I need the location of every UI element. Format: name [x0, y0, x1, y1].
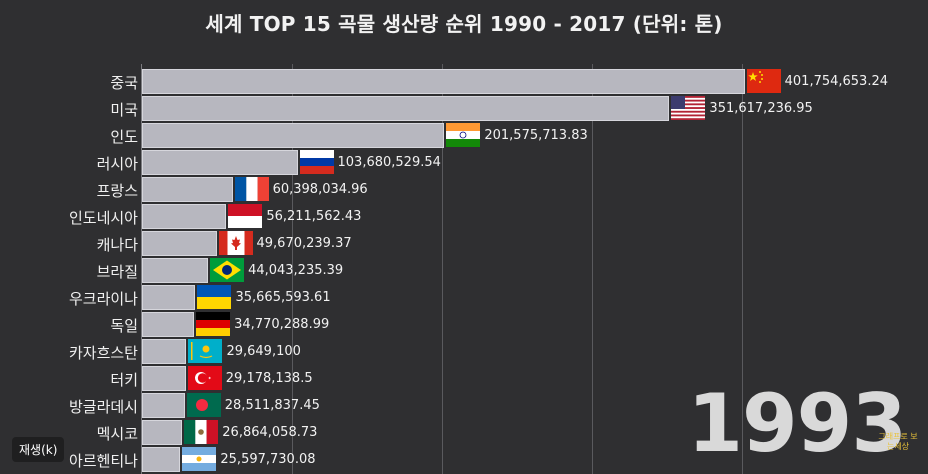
category-label: 프랑스: [96, 182, 138, 200]
canada-flag: [218, 231, 253, 255]
value-label: 103,680,529.54: [337, 155, 441, 170]
value-label: 351,617,236.95: [709, 101, 813, 116]
bar-row: 러시아 103,680,529.54: [0, 150, 928, 177]
bar: [142, 420, 183, 445]
category-label: 러시아: [96, 155, 138, 173]
bar: [142, 204, 227, 229]
value-label: 29,649,100: [226, 344, 301, 359]
argentina-flag: [182, 447, 217, 471]
value-label: 60,398,034.96: [272, 182, 368, 197]
bar: [142, 231, 217, 256]
bar-row: 우크라이나 35,665,593.61: [0, 285, 928, 312]
category-label: 미국: [110, 101, 138, 119]
grid-line: [742, 64, 743, 474]
china-flag: [746, 69, 781, 93]
value-label: 56,211,562.43: [266, 209, 362, 224]
russia-flag: [299, 150, 334, 174]
category-label: 캐나다: [96, 236, 138, 254]
bar: [142, 96, 670, 121]
bar: [142, 447, 181, 472]
category-label: 우크라이나: [68, 290, 138, 308]
bar: [142, 258, 209, 283]
ukraine-flag: [197, 285, 232, 309]
bar-row: 아르헨티나 25,597,730.08: [0, 447, 928, 474]
kazakhstan-flag: [188, 339, 223, 363]
value-label: 44,043,235.39: [248, 263, 344, 278]
value-label: 201,575,713.83: [484, 128, 588, 143]
bar: [142, 69, 745, 94]
france-flag: [234, 177, 269, 201]
bar-row: 독일 34,770,288.99: [0, 312, 928, 339]
y-axis-line: [141, 64, 142, 474]
value-label: 49,670,239.37: [256, 236, 352, 251]
category-label: 아르헨티나: [68, 452, 138, 470]
bar-row: 캐나다 49,670,239.37: [0, 231, 928, 258]
brazil-flag: [210, 258, 245, 282]
category-label: 방글라데시: [68, 398, 138, 416]
bar-row: 미국 351,617,236.95: [0, 96, 928, 123]
bar-row: 터키 29,178,138.5: [0, 366, 928, 393]
mexico-flag: [184, 420, 219, 444]
grid-line: [442, 64, 443, 474]
bar-row: 인도 201,575,713.83: [0, 123, 928, 150]
grid-line: [292, 64, 293, 474]
value-label: 26,864,058.73: [222, 425, 318, 440]
category-label: 터키: [110, 371, 138, 389]
indonesia-flag: [228, 204, 263, 228]
bar: [142, 393, 185, 418]
bar-row: 중국 401,754,653.24: [0, 69, 928, 96]
value-label: 29,178,138.5: [225, 371, 313, 386]
year-indicator: 1993: [687, 377, 907, 470]
bar-row: 카자흐스탄 29,649,100: [0, 339, 928, 366]
play-button[interactable]: 재생(k): [12, 437, 65, 462]
value-label: 401,754,653.24: [784, 74, 889, 89]
bar: [142, 177, 233, 202]
turkey-flag: [187, 366, 222, 390]
bar-row: 프랑스 60,398,034.96: [0, 177, 928, 204]
chart-title: 세계 TOP 15 곡물 생산량 순위 1990 - 2017 (단위: 톤): [205, 12, 723, 36]
category-label: 카자흐스탄: [68, 344, 138, 362]
category-label: 인도네시아: [68, 209, 138, 227]
value-label: 35,665,593.61: [235, 290, 331, 305]
category-label: 인도: [110, 128, 138, 146]
value-label: 28,511,837.45: [224, 398, 320, 413]
bar: [142, 339, 187, 364]
category-label: 독일: [110, 317, 138, 335]
india-flag: [446, 123, 481, 147]
bangladesh-flag: [186, 393, 221, 417]
bar: [142, 366, 186, 391]
value-label: 25,597,730.08: [220, 452, 316, 467]
bar: [142, 285, 196, 310]
grid-line: [592, 64, 593, 474]
usa-flag: [671, 96, 706, 120]
bar-row: 브라질 44,043,235.39: [0, 258, 928, 285]
bar: [142, 123, 445, 148]
category-label: 멕시코: [96, 425, 138, 443]
bar: [142, 150, 298, 175]
germany-flag: [196, 312, 231, 336]
bar-row: 방글라데시 28,511,837.45: [0, 393, 928, 420]
value-label: 34,770,288.99: [234, 317, 330, 332]
category-label: 브라질: [96, 263, 138, 281]
category-label: 중국: [110, 74, 138, 92]
channel-watermark: 그래프로 보는세상: [878, 432, 918, 451]
bar: [142, 312, 195, 337]
bar-row: 인도네시아 56,211,562.43: [0, 204, 928, 231]
bar-row: 멕시코 26,864,058.73: [0, 420, 928, 447]
